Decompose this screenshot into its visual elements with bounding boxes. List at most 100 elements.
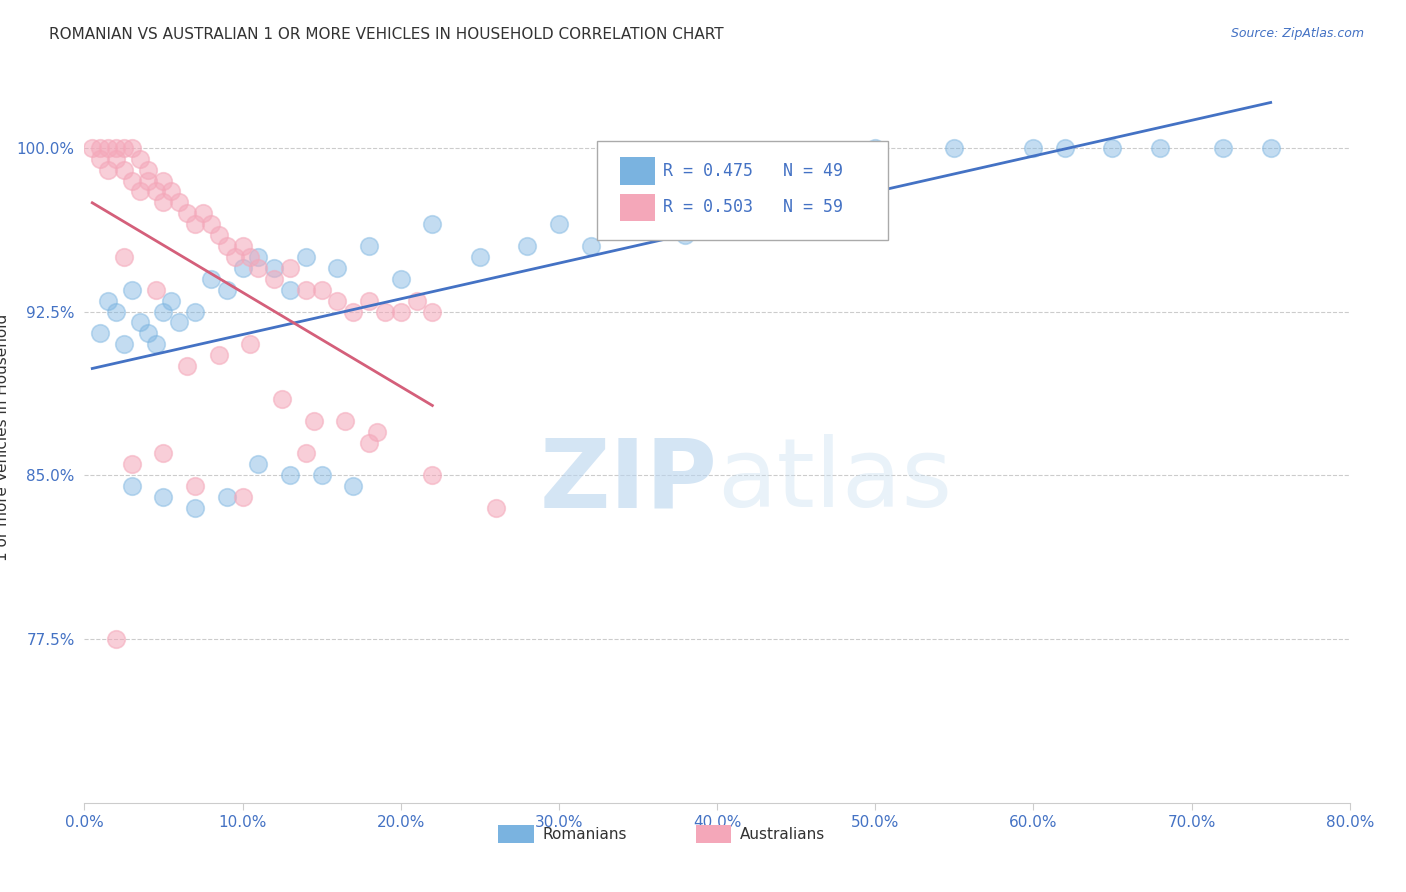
Point [152,304,174,318]
Point [128,152,150,166]
Point [231,490,254,504]
Point [169,195,191,210]
Point [239,250,262,264]
Point [231,239,254,253]
Point [121,141,143,155]
Point [271,392,294,406]
Point [184,501,207,516]
Point [389,272,412,286]
Point [128,315,150,329]
Point [121,173,143,187]
Point [1149,141,1171,155]
Point [342,304,364,318]
Point [422,217,444,231]
Point [1022,141,1045,155]
Point [1260,141,1282,155]
Point [1212,141,1234,155]
Point [943,141,966,155]
Point [1101,141,1123,155]
Point [311,468,333,483]
Point [215,490,238,504]
Point [359,435,381,450]
Point [215,239,238,253]
Point [160,293,183,308]
FancyBboxPatch shape [696,825,731,843]
Point [176,359,198,373]
Point [145,185,167,199]
Point [247,458,270,472]
Point [136,162,159,177]
Point [311,283,333,297]
Point [263,260,285,275]
Point [335,414,357,428]
Text: ROMANIAN VS AUSTRALIAN 1 OR MORE VEHICLES IN HOUSEHOLD CORRELATION CHART: ROMANIAN VS AUSTRALIAN 1 OR MORE VEHICLE… [49,27,724,42]
Text: Australians: Australians [740,827,825,842]
Point [136,326,159,341]
Point [263,272,285,286]
Point [89,152,111,166]
Point [112,141,135,155]
Point [89,141,111,155]
Text: Romanians: Romanians [543,827,627,842]
Point [231,260,254,275]
Point [184,479,207,493]
Point [326,293,349,308]
Point [247,260,270,275]
Point [200,217,222,231]
Point [97,141,120,155]
Point [152,446,174,460]
Point [200,272,222,286]
Point [169,315,191,329]
Point [366,425,388,439]
Point [468,250,491,264]
Point [105,632,127,646]
Point [548,217,571,231]
Point [422,304,444,318]
Point [191,206,214,220]
Point [1054,141,1077,155]
Text: ZIP: ZIP [538,434,717,527]
Point [215,283,238,297]
Point [208,228,231,243]
Point [112,250,135,264]
FancyBboxPatch shape [596,141,889,240]
Point [422,468,444,483]
Point [516,239,538,253]
Text: atlas: atlas [717,434,952,527]
Point [152,173,174,187]
Point [405,293,427,308]
Point [82,141,104,155]
Point [738,217,761,231]
Y-axis label: 1 or more Vehicles in Household: 1 or more Vehicles in Household [0,313,10,561]
Point [184,304,207,318]
Point [485,501,508,516]
Point [359,293,381,308]
Point [105,152,127,166]
Point [112,162,135,177]
Point [145,337,167,351]
FancyBboxPatch shape [498,825,534,843]
Point [97,162,120,177]
Point [579,239,602,253]
Point [278,260,301,275]
Point [247,250,270,264]
Point [359,239,381,253]
Point [278,468,301,483]
Point [128,185,150,199]
Point [706,195,728,210]
Point [121,458,143,472]
Point [152,195,174,210]
Point [136,173,159,187]
FancyBboxPatch shape [620,194,655,221]
Point [208,348,231,362]
Point [239,337,262,351]
Point [160,185,183,199]
Point [295,283,318,297]
Point [326,260,349,275]
Point [105,141,127,155]
Point [145,283,167,297]
Point [389,304,412,318]
Point [342,479,364,493]
Point [374,304,396,318]
Point [224,250,246,264]
